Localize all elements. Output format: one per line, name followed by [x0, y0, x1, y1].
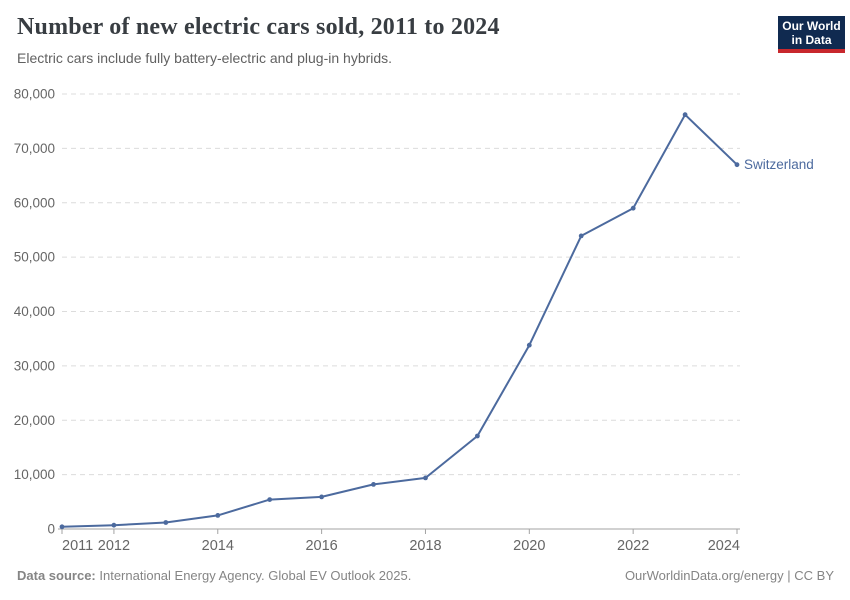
x-tick-label-2022: 2022 — [617, 538, 649, 554]
data-point-2018 — [423, 475, 428, 481]
chart-footer: Data source: International Energy Agency… — [17, 568, 834, 583]
y-tick-label-20000: 20,000 — [14, 413, 55, 428]
data-point-2016 — [319, 494, 324, 500]
data-point-2023 — [682, 112, 688, 118]
y-tick-label-10000: 10,000 — [14, 467, 55, 482]
line-series-switzerland — [61, 113, 738, 528]
y-tick-label-30000: 30,000 — [14, 358, 55, 373]
y-tick-label-0: 0 — [47, 522, 55, 537]
chart-subtitle: Electric cars include fully battery-elec… — [17, 50, 393, 66]
x-tick-label-2012: 2012 — [98, 538, 130, 554]
y-tick-label-60000: 60,000 — [14, 195, 55, 210]
entity-label-switzerland[interactable]: Switzerland — [744, 157, 814, 172]
data-source-label: Data source: — [17, 568, 96, 583]
data-point-2014 — [215, 513, 221, 518]
data-point-2013 — [163, 520, 169, 525]
data-point-2024 — [734, 162, 740, 168]
data-point-2012 — [111, 522, 117, 528]
y-tick-label-40000: 40,000 — [14, 304, 55, 319]
owid-logo[interactable]: Our World in Data — [778, 16, 845, 53]
y-tick-label-50000: 50,000 — [14, 250, 55, 265]
data-point-2019 — [475, 433, 480, 439]
owid-logo-line2: in Data — [791, 32, 832, 47]
y-tick-label-80000: 80,000 — [14, 87, 55, 102]
data-point-2011 — [59, 524, 65, 530]
data-source-note: Data source: International Energy Agency… — [17, 568, 411, 583]
x-tick-label-2016: 2016 — [305, 538, 337, 554]
x-tick-label-2020: 2020 — [513, 538, 545, 554]
data-point-2015 — [267, 497, 273, 502]
data-point-2017 — [371, 482, 376, 487]
chart-title: Number of new electric cars sold, 2011 t… — [17, 14, 500, 40]
data-source-text: International Energy Agency. Global EV O… — [95, 568, 412, 583]
data-point-2022 — [630, 205, 636, 211]
y-tick-label-70000: 70,000 — [14, 141, 55, 156]
data-point-2020 — [526, 342, 532, 348]
owid-cc-link[interactable]: OurWorldinData.org/energy | CC BY — [624, 568, 834, 583]
x-tick-label-2014: 2014 — [202, 538, 234, 554]
data-point-2021 — [578, 233, 584, 239]
owid-logo-line1: Our World — [782, 18, 841, 33]
x-tick-label-2018: 2018 — [409, 538, 441, 554]
chart-header: Number of new electric cars sold, 2011 t… — [17, 14, 760, 66]
x-tick-label-2024: 2024 — [708, 538, 740, 554]
x-tick-label-2011: 2011 — [62, 538, 93, 554]
